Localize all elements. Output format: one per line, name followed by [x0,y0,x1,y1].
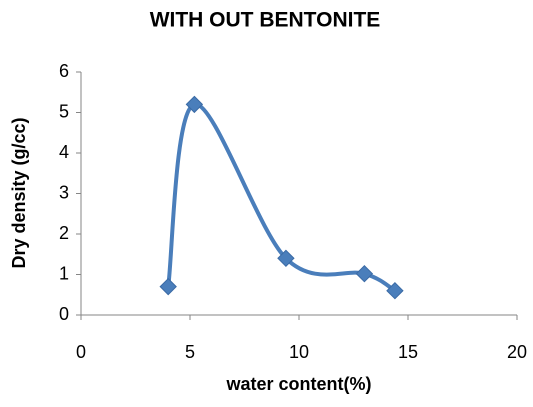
marker [355,264,374,283]
y-tick-label: 3 [59,182,69,202]
y-tick-label: 5 [59,101,69,121]
chart-title: WITH OUT BENTONITE [150,9,381,32]
x-axis-label: water content(%) [225,374,371,394]
series-line [166,102,396,293]
y-tick-label: 4 [59,142,69,162]
marker [386,281,404,300]
x-tick-label: 20 [507,342,527,362]
marker [185,95,204,114]
marker [159,277,177,296]
x-tick-label: 10 [289,342,309,362]
y-axis-label: Dry density (g/cc) [9,117,29,268]
x-tick-label: 15 [398,342,418,362]
x-tick-label: 5 [185,342,195,362]
y-tick-label: 0 [59,304,69,324]
y-tick-label: 2 [59,223,69,243]
y-tick-label: 1 [59,263,69,283]
x-tick-label: 0 [76,342,86,362]
y-tick-label: 6 [59,61,69,81]
marker [277,249,295,268]
